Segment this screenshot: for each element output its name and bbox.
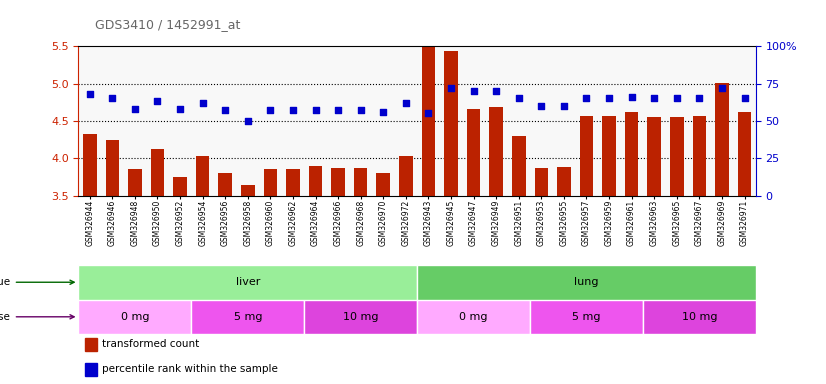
- Bar: [192, 300, 304, 334]
- Bar: [715, 83, 729, 196]
- Bar: [648, 117, 661, 196]
- Bar: [417, 300, 530, 334]
- Bar: [331, 168, 345, 196]
- Bar: [85, 338, 97, 351]
- Point: [648, 95, 661, 101]
- Bar: [467, 109, 481, 196]
- Text: 5 mg: 5 mg: [234, 312, 262, 322]
- Bar: [83, 134, 97, 196]
- Point: [467, 88, 480, 94]
- Bar: [309, 166, 322, 196]
- Bar: [530, 300, 643, 334]
- Bar: [173, 177, 187, 196]
- Bar: [304, 300, 417, 334]
- Point: [331, 108, 344, 114]
- Point: [444, 85, 458, 91]
- Point: [580, 95, 593, 101]
- Bar: [670, 117, 684, 196]
- Text: 10 mg: 10 mg: [343, 312, 378, 322]
- Bar: [128, 169, 142, 196]
- Bar: [489, 108, 503, 196]
- Point: [422, 111, 435, 117]
- Point: [196, 100, 209, 106]
- Text: dose: dose: [0, 312, 74, 322]
- Bar: [196, 156, 210, 196]
- Point: [602, 95, 615, 101]
- Bar: [85, 363, 97, 376]
- Bar: [624, 112, 638, 196]
- Point: [263, 108, 277, 114]
- Bar: [643, 300, 756, 334]
- Bar: [421, 25, 435, 196]
- Bar: [286, 169, 300, 196]
- Bar: [78, 300, 192, 334]
- Bar: [263, 169, 278, 196]
- Bar: [377, 173, 390, 196]
- Point: [309, 108, 322, 114]
- Point: [241, 118, 254, 124]
- Text: 0 mg: 0 mg: [459, 312, 488, 322]
- Point: [670, 95, 683, 101]
- Bar: [78, 265, 417, 300]
- Bar: [354, 168, 368, 196]
- Point: [625, 94, 638, 100]
- Bar: [218, 174, 232, 196]
- Point: [219, 108, 232, 114]
- Point: [558, 103, 571, 109]
- Text: 5 mg: 5 mg: [572, 312, 601, 322]
- Text: 10 mg: 10 mg: [681, 312, 717, 322]
- Bar: [512, 136, 525, 196]
- Bar: [580, 116, 593, 196]
- Text: transformed count: transformed count: [102, 339, 199, 349]
- Bar: [241, 185, 254, 196]
- Point: [173, 106, 187, 112]
- Point: [354, 108, 368, 114]
- Point: [128, 106, 141, 112]
- Point: [151, 98, 164, 104]
- Bar: [417, 265, 756, 300]
- Text: GDS3410 / 1452991_at: GDS3410 / 1452991_at: [95, 18, 240, 31]
- Text: 0 mg: 0 mg: [121, 312, 150, 322]
- Point: [490, 88, 503, 94]
- Text: tissue: tissue: [0, 277, 74, 287]
- Text: percentile rank within the sample: percentile rank within the sample: [102, 364, 278, 374]
- Point: [377, 109, 390, 115]
- Point: [738, 95, 751, 101]
- Bar: [106, 141, 119, 196]
- Bar: [150, 149, 164, 196]
- Point: [693, 95, 706, 101]
- Point: [512, 95, 525, 101]
- Point: [534, 103, 548, 109]
- Point: [287, 108, 300, 114]
- Bar: [738, 112, 752, 196]
- Point: [83, 91, 97, 97]
- Bar: [399, 156, 413, 196]
- Bar: [602, 116, 616, 196]
- Bar: [557, 167, 571, 196]
- Point: [715, 85, 729, 91]
- Point: [399, 100, 412, 106]
- Bar: [692, 116, 706, 196]
- Bar: [534, 168, 548, 196]
- Text: lung: lung: [574, 277, 599, 287]
- Bar: [444, 51, 458, 196]
- Text: liver: liver: [235, 277, 260, 287]
- Point: [106, 95, 119, 101]
